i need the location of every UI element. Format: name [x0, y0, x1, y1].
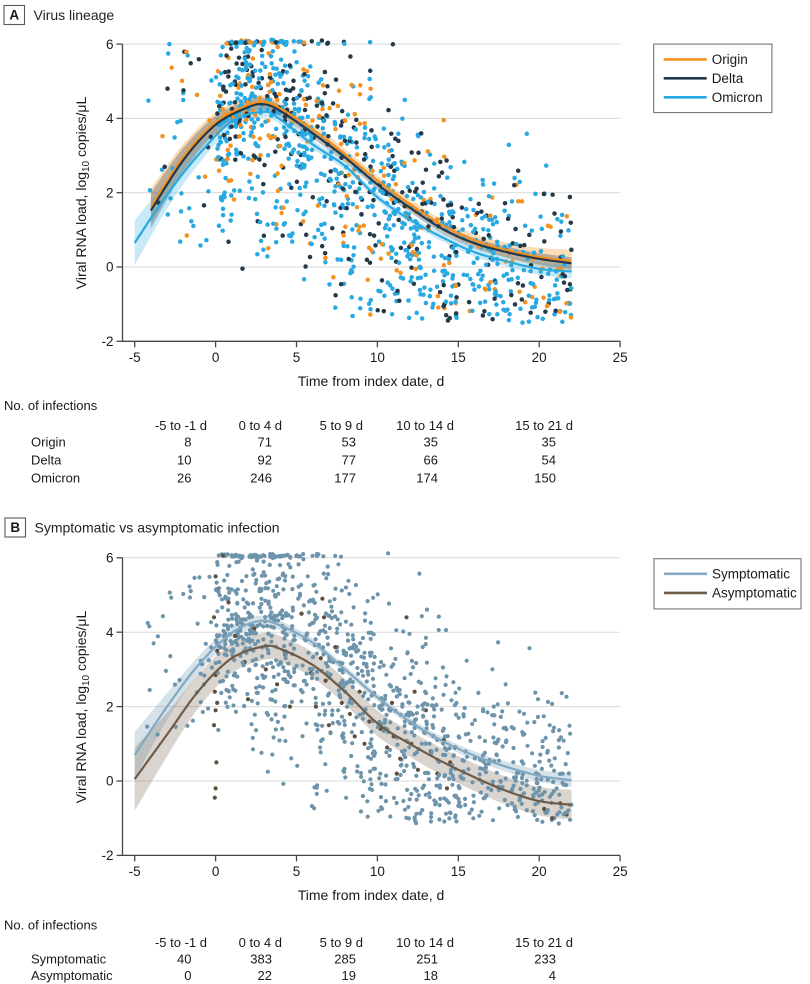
- svg-text:Delta: Delta: [31, 453, 62, 468]
- svg-text:174: 174: [416, 471, 438, 486]
- svg-text:66: 66: [424, 453, 438, 468]
- svg-text:A: A: [9, 8, 19, 23]
- svg-text:0: 0: [106, 260, 114, 275]
- svg-text:10: 10: [370, 350, 385, 365]
- svg-text:B: B: [10, 520, 20, 535]
- svg-text:No. of infections: No. of infections: [4, 918, 98, 933]
- svg-text:15 to 21 d: 15 to 21 d: [515, 935, 573, 950]
- svg-text:35: 35: [424, 435, 438, 450]
- svg-text:5: 5: [293, 864, 301, 879]
- svg-text:-5 to -1 d: -5 to -1 d: [155, 935, 207, 950]
- svg-text:Viral RNA load, log10 copies/μ: Viral RNA load, log10 copies/μL: [73, 97, 92, 290]
- svg-text:10: 10: [370, 864, 385, 879]
- svg-text:4: 4: [106, 625, 114, 640]
- svg-text:0: 0: [212, 350, 220, 365]
- svg-text:26: 26: [177, 471, 191, 486]
- svg-text:10 to 14 d: 10 to 14 d: [396, 935, 454, 950]
- svg-text:Origin: Origin: [31, 435, 66, 450]
- svg-text:No. of infections: No. of infections: [4, 398, 98, 413]
- svg-text:5 to 9 d: 5 to 9 d: [320, 418, 363, 433]
- svg-text:Asymptomatic: Asymptomatic: [712, 586, 797, 601]
- svg-text:2: 2: [106, 699, 114, 714]
- svg-text:5 to 9 d: 5 to 9 d: [320, 935, 363, 950]
- svg-text:22: 22: [258, 968, 272, 983]
- svg-text:0 to 4 d: 0 to 4 d: [239, 935, 282, 950]
- svg-text:177: 177: [334, 471, 356, 486]
- svg-text:19: 19: [342, 968, 356, 983]
- svg-text:0: 0: [212, 864, 220, 879]
- svg-text:15 to 21 d: 15 to 21 d: [515, 418, 573, 433]
- svg-text:Virus lineage: Virus lineage: [34, 7, 115, 23]
- svg-text:15: 15: [451, 350, 466, 365]
- svg-text:-2: -2: [101, 334, 113, 349]
- svg-text:6: 6: [106, 551, 114, 566]
- svg-text:25: 25: [613, 864, 628, 879]
- svg-text:-5 to -1 d: -5 to -1 d: [155, 418, 207, 433]
- svg-text:10: 10: [177, 453, 191, 468]
- svg-text:18: 18: [424, 968, 438, 983]
- svg-text:383: 383: [250, 952, 272, 967]
- svg-text:-2: -2: [101, 848, 113, 863]
- svg-text:Time from index date, d: Time from index date, d: [298, 373, 445, 389]
- svg-text:20: 20: [532, 864, 547, 879]
- svg-text:5: 5: [293, 350, 301, 365]
- svg-text:0 to 4 d: 0 to 4 d: [239, 418, 282, 433]
- svg-text:35: 35: [542, 435, 556, 450]
- svg-text:251: 251: [416, 952, 438, 967]
- svg-text:71: 71: [258, 435, 272, 450]
- svg-text:40: 40: [177, 952, 191, 967]
- svg-text:10 to 14 d: 10 to 14 d: [396, 418, 454, 433]
- svg-text:-5: -5: [129, 350, 141, 365]
- svg-text:53: 53: [342, 435, 356, 450]
- svg-text:Symptomatic vs asymptomatic in: Symptomatic vs asymptomatic infection: [35, 520, 280, 536]
- svg-text:6: 6: [106, 37, 114, 52]
- svg-text:-5: -5: [129, 864, 141, 879]
- svg-text:150: 150: [534, 471, 556, 486]
- svg-text:Viral RNA load, log10 copies/μ: Viral RNA load, log10 copies/μL: [73, 611, 92, 804]
- svg-text:15: 15: [451, 864, 466, 879]
- svg-text:233: 233: [534, 952, 556, 967]
- svg-text:8: 8: [184, 435, 191, 450]
- svg-text:Time from index date, d: Time from index date, d: [298, 887, 445, 903]
- svg-text:2: 2: [106, 185, 114, 200]
- svg-text:Symptomatic: Symptomatic: [31, 952, 107, 967]
- svg-text:54: 54: [542, 453, 556, 468]
- svg-text:4: 4: [106, 111, 114, 126]
- svg-text:246: 246: [250, 471, 272, 486]
- svg-text:0: 0: [184, 968, 191, 983]
- svg-text:Delta: Delta: [712, 71, 744, 86]
- svg-text:Omicron: Omicron: [31, 471, 80, 486]
- svg-text:4: 4: [549, 968, 556, 983]
- svg-text:Omicron: Omicron: [712, 90, 763, 105]
- svg-text:92: 92: [258, 453, 272, 468]
- svg-text:285: 285: [334, 952, 356, 967]
- svg-text:20: 20: [532, 350, 547, 365]
- svg-text:0: 0: [106, 774, 114, 789]
- svg-text:77: 77: [342, 453, 356, 468]
- svg-text:Asymptomatic: Asymptomatic: [31, 968, 113, 983]
- svg-text:Origin: Origin: [712, 52, 748, 67]
- svg-text:Symptomatic: Symptomatic: [712, 567, 790, 582]
- svg-text:25: 25: [613, 350, 628, 365]
